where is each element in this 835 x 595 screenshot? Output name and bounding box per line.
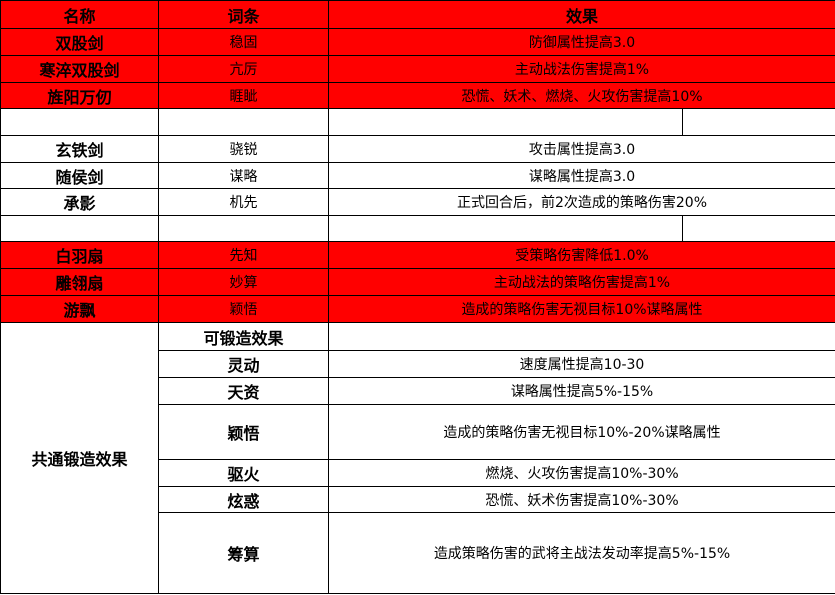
forge-row: 天资 谋略属性提高5%-15%: [1, 377, 835, 405]
forge-subheader: 可锻造效果: [158, 322, 329, 351]
item-effect: 正式回合后，前2次造成的策略伤害20%: [327, 188, 835, 216]
forge-entry: 灵动: [158, 350, 329, 378]
forge-entry: 炫惑: [158, 486, 329, 513]
header-effect: 效果: [327, 0, 835, 29]
forge-entry: 颖悟: [158, 404, 329, 460]
forge-effect: 恐慌、妖术伤害提高10%-30%: [327, 486, 835, 513]
item-entry: 睚眦: [158, 82, 329, 109]
table-row: 随侯剑 谋略 谋略属性提高3.0: [0, 162, 835, 189]
table-row: 双股剑 稳固 防御属性提高3.0: [0, 28, 835, 56]
forge-row: 驱火 燃烧、火攻伤害提高10%-30%: [1, 459, 835, 487]
blank-cell: [681, 108, 835, 136]
blank-cell: [158, 108, 329, 136]
item-effect: 攻击属性提高3.0: [327, 135, 835, 163]
item-name: 双股剑: [0, 28, 159, 56]
item-name: 随侯剑: [0, 162, 159, 189]
item-name: 白羽扇: [0, 241, 159, 269]
blank-cell: [0, 108, 159, 136]
item-effect: 主动战法伤害提高1%: [327, 55, 835, 83]
item-entry: 颖悟: [158, 295, 329, 323]
table-row: 玄铁剑 骁锐 攻击属性提高3.0: [0, 135, 835, 163]
item-entry: 谋略: [158, 162, 329, 189]
item-name: 游飘: [0, 295, 159, 323]
item-name: 玄铁剑: [0, 135, 159, 163]
item-entry: 稳固: [158, 28, 329, 56]
forge-effect: 速度属性提高10-30: [327, 350, 835, 378]
item-name: 承影: [0, 188, 159, 216]
forge-entry: 筹算: [158, 512, 329, 594]
forge-row: 颖悟 造成的策略伤害无视目标10%-20%谋略属性: [1, 404, 835, 460]
item-effect: 谋略属性提高3.0: [327, 162, 835, 189]
item-entry: 妙算: [158, 268, 329, 296]
header-row: 名称 词条 效果: [0, 0, 835, 29]
item-effect: 恐慌、妖术、燃烧、火攻伤害提高10%: [327, 82, 835, 109]
blank-cell: [327, 322, 835, 351]
table-row: 承影 机先 正式回合后，前2次造成的策略伤害20%: [0, 188, 835, 216]
forge-effect: 造成的策略伤害无视目标10%-20%谋略属性: [327, 404, 835, 460]
table-row: 旌阳万仞 睚眦 恐慌、妖术、燃烧、火攻伤害提高10%: [0, 82, 835, 109]
item-effect: 造成的策略伤害无视目标10%谋略属性: [327, 295, 835, 323]
blank-cell: [328, 108, 683, 136]
header-entry: 词条: [158, 0, 329, 29]
item-name: 雕翎扇: [0, 268, 159, 296]
forge-row: 灵动 速度属性提高10-30: [1, 350, 835, 378]
item-name: 旌阳万仞: [0, 82, 159, 109]
forge-header-row: 共通锻造效果 可锻造效果: [0, 322, 835, 594]
table-row: 游飘 颖悟 造成的策略伤害无视目标10%谋略属性: [0, 295, 835, 323]
blank-cell: [0, 215, 159, 242]
header-name: 名称: [0, 0, 159, 29]
table-row: 雕翎扇 妙算 主动战法的策略伤害提高1%: [0, 268, 835, 296]
item-entry: 亢厉: [158, 55, 329, 83]
item-effect: 防御属性提高3.0: [327, 28, 835, 56]
forge-effect: 造成策略伤害的武将主战法发动率提高5%-15%: [327, 512, 835, 594]
blank-cell: [681, 215, 835, 242]
item-entry: 机先: [158, 188, 329, 216]
forge-effect: 燃烧、火攻伤害提高10%-30%: [327, 459, 835, 487]
blank-cell: [158, 215, 329, 242]
forge-title: 共通锻造效果: [0, 322, 159, 594]
item-entry: 先知: [158, 241, 329, 269]
forge-row: 筹算 造成策略伤害的武将主战法发动率提高5%-15%: [1, 512, 835, 594]
forge-row: 炫惑 恐慌、妖术伤害提高10%-30%: [1, 486, 835, 513]
blank-cell: [328, 215, 683, 242]
item-entry: 骁锐: [158, 135, 329, 163]
item-effect: 受策略伤害降低1.0%: [327, 241, 835, 269]
forge-entry: 驱火: [158, 459, 329, 487]
blank-row: [0, 108, 835, 136]
item-name: 寒淬双股剑: [0, 55, 159, 83]
table-row: 白羽扇 先知 受策略伤害降低1.0%: [0, 241, 835, 269]
forge-entry: 天资: [158, 377, 329, 405]
item-effect: 主动战法的策略伤害提高1%: [327, 268, 835, 296]
table-row: 寒淬双股剑 亢厉 主动战法伤害提高1%: [0, 55, 835, 83]
forge-effect: 谋略属性提高5%-15%: [327, 377, 835, 405]
blank-row: [0, 215, 835, 242]
